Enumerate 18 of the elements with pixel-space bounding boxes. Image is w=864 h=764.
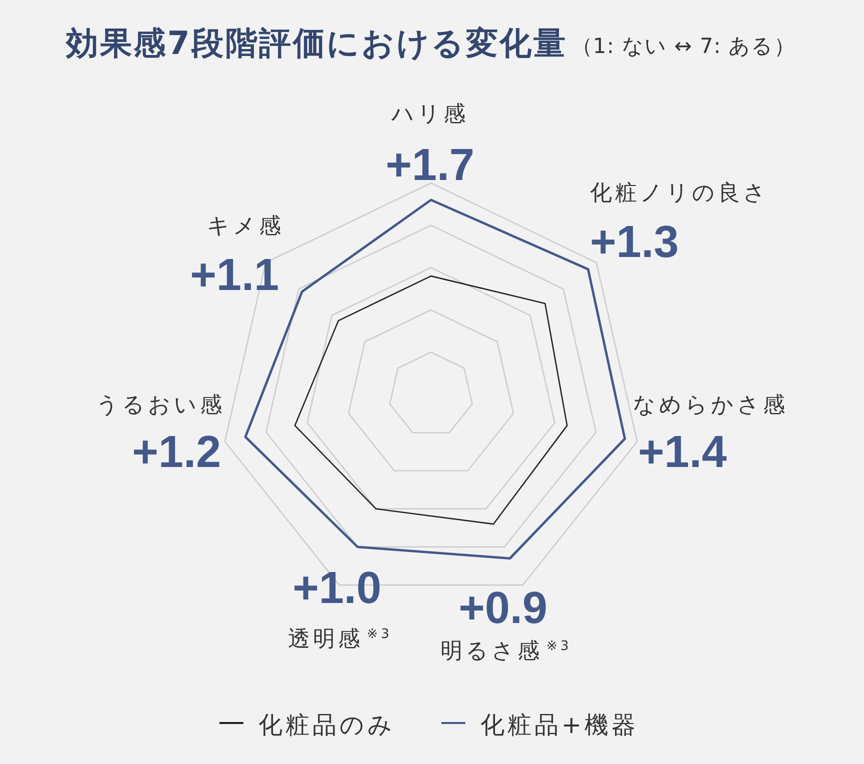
spoke-label: 明るさ感$^{※3}$ <box>440 639 572 664</box>
spoke-label: 化粧ノリの良さ <box>590 181 769 206</box>
text: +1.2 <box>132 426 221 477</box>
text: +0.9 <box>458 582 548 633</box>
spoke-label: なめらかさ感 <box>633 393 788 418</box>
text: +1.1 <box>190 249 279 300</box>
text: +1.4 <box>638 426 727 477</box>
legend-label: 化粧品のみ <box>258 711 396 739</box>
spoke-label: 透明感$^{※3}$ <box>288 627 392 652</box>
spoke-label: うるおい感 <box>96 393 225 418</box>
text: +1.3 <box>590 216 679 267</box>
legend-label: 化粧品+機器 <box>480 711 639 739</box>
chart-subtitle: （1: ない ↔ 7: ある） <box>571 34 796 58</box>
spoke-label: キメ感 <box>207 214 284 239</box>
text: +1.7 <box>386 139 474 190</box>
chart-title: 効果感7段階評価における変化量 <box>65 24 568 62</box>
text: +1.0 <box>292 562 382 613</box>
spoke-label: ハリ感 <box>390 102 468 127</box>
